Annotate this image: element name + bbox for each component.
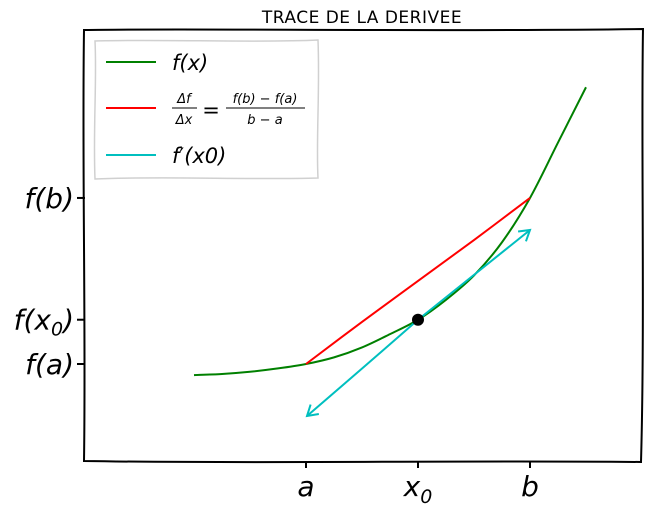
legend-label-f: f(x) [172, 51, 208, 75]
series-f-line [193, 86, 587, 377]
legend-frac-den-left: Δx [175, 113, 193, 128]
x-tick-label-main: a [297, 470, 314, 503]
y-tick-label: f(b) [25, 182, 74, 215]
axis-ticks: a x0 bf(a)f(x0)f(b) [14, 182, 539, 508]
legend-label-tangent: f′(x0) [172, 144, 226, 168]
legend-label-tangent-main: f [172, 144, 183, 168]
y-tick-label-main: f(a) [25, 348, 74, 381]
y-tick-label-tail: ) [61, 304, 74, 337]
tangent-arrow-low [306, 318, 419, 417]
legend-frac-num-left: Δf [176, 92, 193, 107]
legend-label-tangent-prime: ′ [179, 144, 184, 168]
legend: f(x) Δf Δx = f(b) − f(a) b − a f′(x0) [93, 39, 320, 180]
y-tick-label: f(a) [25, 348, 74, 381]
legend-box [93, 39, 320, 180]
series-secant-line [305, 197, 531, 365]
x-tick-label: a [297, 470, 314, 503]
y-tick-label: f(x0) [14, 304, 74, 341]
x-tick-label: b [521, 470, 539, 503]
x-tick-label-main: x [403, 470, 421, 503]
legend-frac-eq: = [202, 98, 220, 122]
x-tick-label-main: b [521, 470, 539, 503]
chart-title: TRACE DE LA DERIVEE [261, 8, 462, 28]
x-tick-label: x0 [403, 470, 433, 508]
y-tick-label-sub: 0 [51, 319, 63, 341]
plot-lines [193, 86, 587, 418]
axes-frame [82, 27, 645, 464]
legend-label-tangent-rest: (x0) [184, 144, 226, 168]
tangent-arrow-high [417, 229, 531, 321]
x-tick-label-sub: 0 [420, 486, 432, 508]
legend-frac-den-right: b − a [247, 113, 282, 128]
tangent-arrow-high-head [517, 228, 532, 242]
y-tick-label-main: f(x [14, 304, 52, 337]
x0-point [412, 313, 424, 326]
tangent-arrow-low-head [305, 404, 320, 418]
legend-frac-num-right: f(b) − f(a) [233, 92, 298, 107]
y-tick-label-main: f(b) [25, 182, 74, 215]
